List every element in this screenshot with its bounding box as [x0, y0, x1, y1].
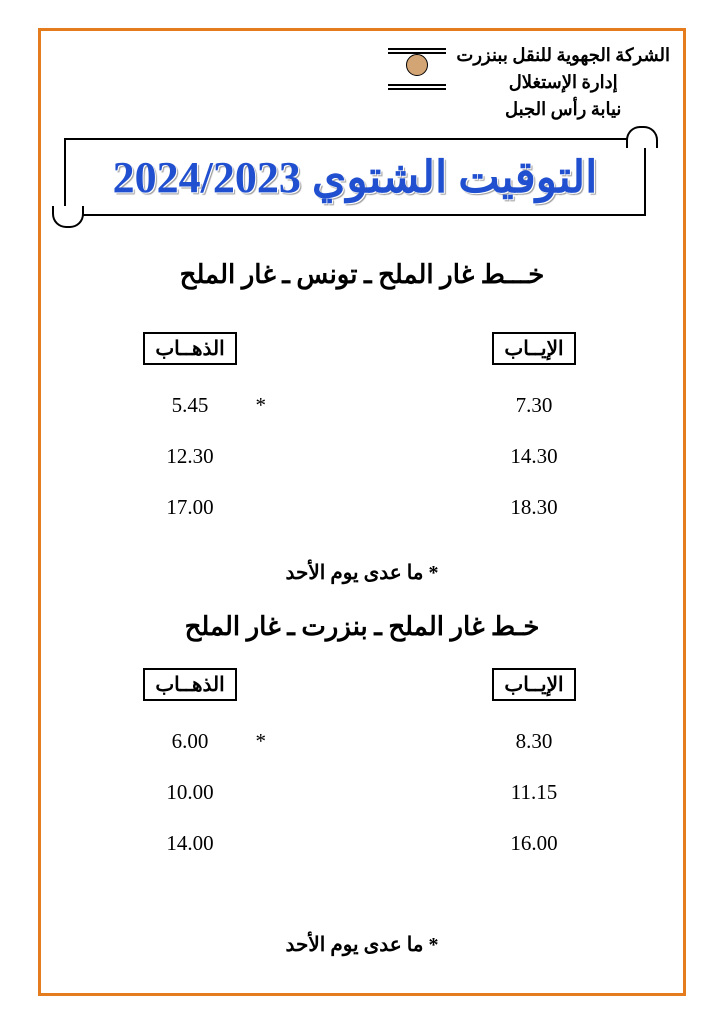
star-marker: *: [256, 393, 267, 418]
time-cell: 8.30: [444, 729, 624, 754]
branch-name: نيابة رأس الجبل: [456, 96, 670, 123]
time-cell: 12.30: [100, 444, 280, 469]
company-name: الشركة الجهوية للنقل ببنزرت: [456, 42, 670, 69]
time-cell: 11.15: [444, 780, 624, 805]
route1-return-column: الإيــاب 7.30 14.30 18.30: [444, 332, 624, 546]
route2-departure-column: الذهــاب 6.00* 10.00 14.00: [100, 668, 280, 882]
route1-footnote: * ما عدى يوم الأحد: [0, 560, 724, 585]
time-cell: 17.00: [100, 495, 280, 520]
return-header: الإيــاب: [492, 668, 575, 701]
time-cell: 6.00*: [100, 729, 280, 754]
route1-schedule: الذهــاب 5.45* 12.30 17.00 الإيــاب 7.30…: [100, 332, 624, 546]
departure-header: الذهــاب: [143, 332, 236, 365]
time-cell: 14.00: [100, 831, 280, 856]
time-cell: 16.00: [444, 831, 624, 856]
route2-footnote: * ما عدى يوم الأحد: [0, 932, 724, 957]
departure-header: الذهــاب: [143, 668, 236, 701]
company-logo: [388, 46, 446, 94]
department-name: إدارة الإستغلال: [456, 69, 670, 96]
star-marker: *: [256, 729, 267, 754]
time-cell: 14.30: [444, 444, 624, 469]
time-cell: 5.45*: [100, 393, 280, 418]
title-banner: التوقيت الشتوي 2024/2023: [64, 138, 646, 216]
header-text-block: الشركة الجهوية للنقل ببنزرت إدارة الإستغ…: [456, 42, 670, 123]
route1-title: خـــط غار الملح ـ تونس ـ غار الملح: [0, 260, 724, 290]
season-title: التوقيت الشتوي 2024/2023: [113, 152, 598, 203]
return-header: الإيــاب: [492, 332, 575, 365]
route2-return-column: الإيــاب 8.30 11.15 16.00: [444, 668, 624, 882]
route1-departure-column: الذهــاب 5.45* 12.30 17.00: [100, 332, 280, 546]
route2-schedule: الذهــاب 6.00* 10.00 14.00 الإيــاب 8.30…: [100, 668, 624, 882]
time-cell: 10.00: [100, 780, 280, 805]
time-cell: 7.30: [444, 393, 624, 418]
time-cell: 18.30: [444, 495, 624, 520]
route2-title: خـط غار الملح ـ بنزرت ـ غار الملح: [0, 612, 724, 642]
document-header: الشركة الجهوية للنقل ببنزرت إدارة الإستغ…: [54, 42, 670, 123]
